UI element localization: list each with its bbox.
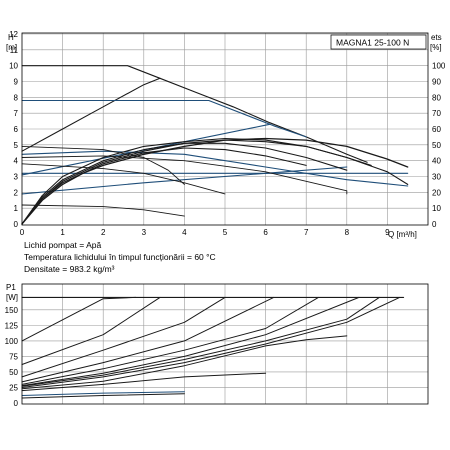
y-tick-label: 2: [14, 188, 19, 197]
y-tick-label: 3: [14, 173, 19, 182]
power-curve-12: [21, 393, 185, 399]
curve-14: [21, 142, 348, 225]
power-curve-3: [21, 296, 226, 378]
top-chart-grid: [22, 33, 428, 225]
power-chart-curves: [21, 296, 405, 399]
power-y-tick-label: 50: [9, 368, 18, 377]
x-tick-label: 3: [142, 228, 147, 237]
x-tick-label: 2: [101, 228, 106, 237]
top-left-axis-unit: [m]: [6, 43, 17, 52]
power-curve-11: [21, 391, 185, 396]
power-curve-7: [21, 296, 380, 387]
top-right-axis-unit: [%]: [430, 43, 442, 52]
y-tick-label: 7: [14, 109, 19, 118]
power-curve-10: [21, 372, 267, 392]
power-curve-5: [21, 296, 319, 385]
x-tick-label: 9: [385, 228, 390, 237]
top-chart-curves: [21, 65, 409, 225]
power-y-tick-label: 150: [5, 306, 19, 315]
right-tick-label: 40: [432, 157, 441, 166]
x-tick-label: 6: [263, 228, 268, 237]
curve-7: [21, 155, 348, 195]
chart-title: MAGNA1 25-100 N: [336, 38, 409, 48]
curve-4: [21, 150, 409, 187]
power-chart-grid: [22, 284, 428, 404]
right-tick-label: 100: [432, 62, 446, 71]
power-y-tick-label: 25: [9, 383, 18, 392]
power-curve-2: [21, 296, 161, 365]
note-density: Densitate = 983.2 kg/m³: [24, 264, 115, 274]
x-tick-label: 7: [304, 228, 309, 237]
right-tick-label: 80: [432, 93, 441, 102]
right-tick-label: 70: [432, 109, 441, 118]
power-curve-8: [21, 296, 401, 388]
chart-title-box: [330, 34, 427, 50]
curve-13: [21, 137, 409, 225]
curve-2: [21, 99, 307, 138]
power-curve-4: [21, 296, 275, 383]
right-tick-label: 0: [432, 220, 437, 229]
power-y-tick-label: 125: [5, 321, 19, 330]
top-left-axis-label: H: [8, 33, 14, 42]
y-tick-label: 6: [14, 125, 19, 134]
curve-8: [21, 163, 226, 195]
curve-9: [21, 145, 185, 185]
top-chart-frame: [21, 32, 429, 226]
power-y-tick-label: 0: [14, 399, 19, 408]
top-x-axis-label: Q [m³/h]: [388, 230, 417, 239]
x-tick-label: 4: [182, 228, 187, 237]
right-tick-label: 90: [432, 78, 441, 87]
power-y-tick-label: 100: [5, 337, 19, 346]
right-tick-label: 30: [432, 173, 441, 182]
power-y-tick-label: 75: [9, 352, 18, 361]
y-tick-label: 11: [10, 46, 19, 55]
curve-15: [21, 147, 307, 225]
power-chart-frame: [21, 283, 429, 405]
x-tick-label: 5: [223, 228, 228, 237]
curve-0: [21, 65, 368, 163]
y-tick-label: 5: [14, 141, 19, 150]
power-curve-9: [21, 335, 348, 390]
top-chart-tick-labels: 0 1 2 3 4 5 6 7 8 9012345678910111201020304050607…: [9, 30, 446, 237]
power-chart-tick-labels: 0 25 50 75 100 125 150: [5, 306, 19, 408]
power-curve-1: [21, 296, 137, 342]
y-tick-label: 4: [14, 157, 19, 166]
x-tick-label: 8: [345, 228, 350, 237]
curve-11: [21, 137, 409, 225]
power-curve-6: [21, 296, 360, 387]
right-tick-label: 50: [432, 141, 441, 150]
right-tick-label: 20: [432, 188, 441, 197]
curve-1: [21, 77, 161, 152]
curve-10: [21, 204, 185, 217]
right-tick-label: 10: [432, 204, 441, 213]
y-tick-label: 10: [9, 62, 18, 71]
y-tick-label: 12: [9, 30, 18, 39]
curve-6: [21, 166, 348, 195]
y-tick-label: 1: [14, 204, 19, 213]
right-tick-label: 60: [432, 125, 441, 134]
x-tick-label: 1: [60, 228, 65, 237]
power-axis-label: P1: [6, 283, 16, 292]
top-right-axis-label: ets: [431, 33, 442, 42]
y-tick-label: 8: [14, 93, 19, 102]
note-temperature: Temperatura lichidului în timpul funcțio…: [24, 252, 216, 262]
power-axis-unit: [W]: [6, 293, 18, 302]
x-tick-label: 0: [20, 228, 25, 237]
y-tick-label: 9: [14, 78, 19, 87]
note-fluid: Lichid pompat = Apă: [24, 240, 102, 250]
y-tick-label: 0: [14, 220, 19, 229]
